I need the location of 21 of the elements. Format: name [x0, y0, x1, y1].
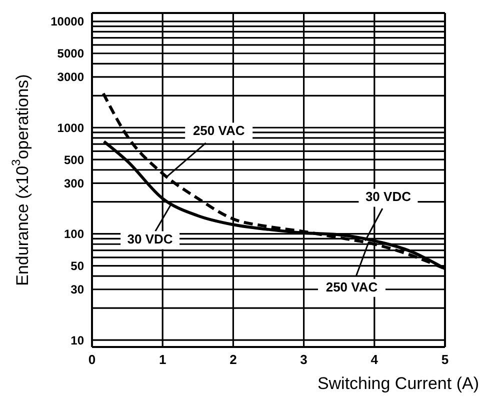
y-tick-label: 50: [70, 259, 84, 274]
x-tick-label: 4: [370, 352, 379, 368]
y-tick-label: 5000: [57, 46, 84, 61]
y-tick-label: 10: [70, 333, 84, 348]
x-axis-title: Switching Current (A): [317, 374, 479, 393]
y-tick-label: 30: [70, 282, 84, 297]
y-tick-label: 1000: [57, 120, 84, 135]
annotation: 250 VAC: [192, 123, 246, 138]
annotation: 30 VDC: [365, 189, 412, 204]
x-tick-label: 1: [158, 352, 166, 368]
x-tick-label: 5: [441, 352, 449, 368]
y-tick-label: 500: [64, 152, 84, 167]
annotation: 30 VDC: [127, 232, 174, 247]
y-tick-label: 3000: [57, 70, 84, 84]
y-tick-label: 10000: [50, 14, 84, 29]
x-tick-label: 0: [88, 352, 96, 368]
annotation: 250 VAC: [326, 279, 378, 294]
y-tick-label: 100: [64, 227, 84, 242]
x-tick-label: 3: [300, 352, 308, 368]
y-tick-label: 300: [64, 176, 84, 190]
x-tick-label: 2: [230, 352, 237, 368]
